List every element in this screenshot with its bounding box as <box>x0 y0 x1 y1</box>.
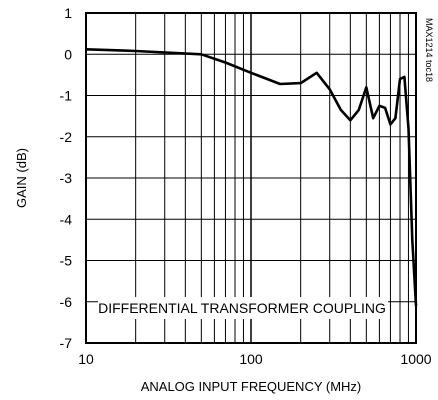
x-tick-label: 1000 <box>400 351 431 367</box>
x-tick-labels: 10 100 1000 <box>78 351 432 367</box>
x-tick-label: 10 <box>78 351 94 367</box>
y-tick-label: -2 <box>60 129 73 145</box>
x-tick-label: 100 <box>239 351 263 367</box>
annotation-text: DIFFERENTIAL TRANSFORMER COUPLING <box>98 300 386 316</box>
y-tick-label: 1 <box>64 5 72 21</box>
y-tick-labels: 1 0 -1 -2 -3 -4 -5 -6 -7 <box>60 5 73 351</box>
gain-series-line <box>85 48 418 306</box>
y-tick-label: -4 <box>60 211 73 227</box>
plot-frame <box>85 12 417 344</box>
y-tick-label: -1 <box>60 88 73 104</box>
y-tick-label: -5 <box>60 253 73 269</box>
grid-lines <box>86 13 416 343</box>
y-tick-label: -6 <box>60 294 73 310</box>
y-tick-label: -3 <box>60 170 73 186</box>
y-axis-label: GAIN (dB) <box>14 148 29 208</box>
x-axis-label: ANALOG INPUT FREQUENCY (MHz) <box>141 379 362 394</box>
annotation-background <box>98 297 388 319</box>
y-tick-label: -7 <box>60 335 73 351</box>
figure-code: MAX1214 toc18 <box>424 18 434 82</box>
y-tick-label: 0 <box>64 46 72 62</box>
